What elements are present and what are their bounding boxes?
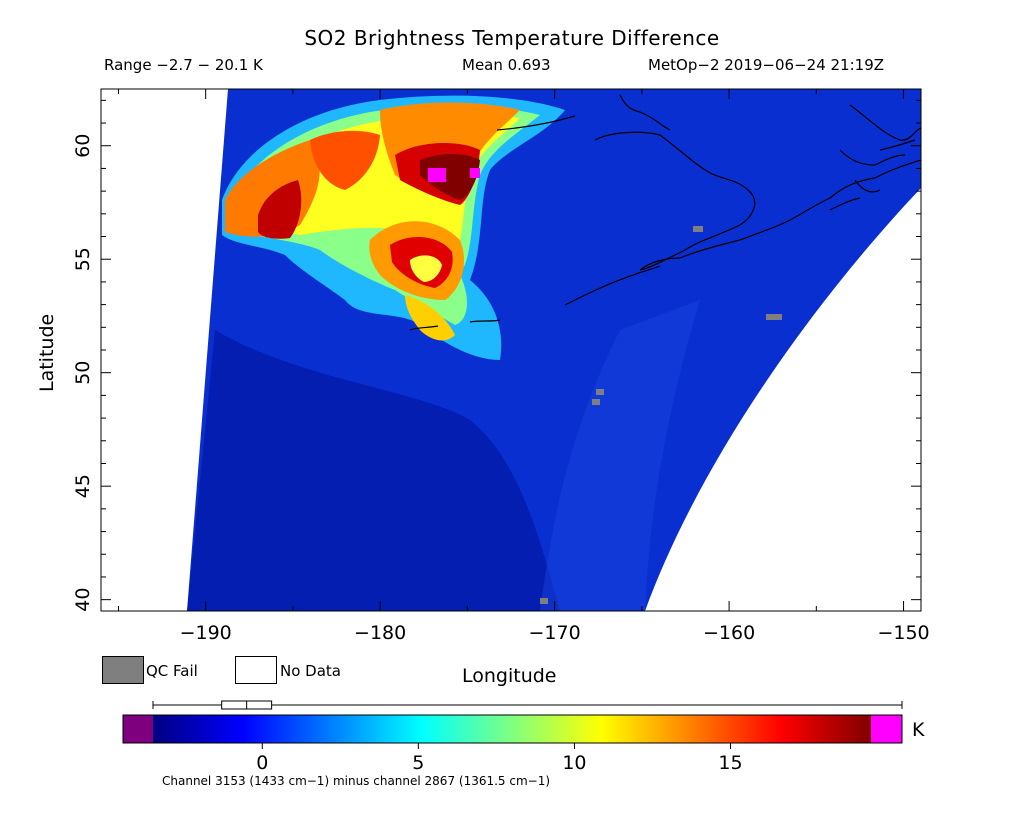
colorbar-tick-label: 0 xyxy=(256,752,268,774)
colorbar-frame xyxy=(122,714,903,744)
satellite-datetime-text: MetOp−2 2019−06−24 21:19Z xyxy=(648,56,885,74)
colorbar-tick-label: 5 xyxy=(412,752,424,774)
qc-fail-label: QC Fail xyxy=(146,662,198,680)
x-tick-label: −170 xyxy=(529,622,581,644)
coastlines xyxy=(409,94,921,331)
colorbar-tick-label: 15 xyxy=(718,752,742,774)
so2-plume xyxy=(222,95,565,361)
qc-fail-swatch xyxy=(102,656,144,684)
colorbar-unit: K xyxy=(912,719,925,741)
qc-fail-pixels xyxy=(540,226,782,604)
latitude-axis: 40 45 50 55 60 xyxy=(72,99,921,612)
x-tick-label: −190 xyxy=(180,622,232,644)
colorbar-underflow xyxy=(123,715,153,743)
x-tick-label: −180 xyxy=(354,622,406,644)
x-tick-label: −160 xyxy=(703,622,755,644)
y-tick-label: 50 xyxy=(72,361,94,385)
colorbar xyxy=(153,715,871,743)
no-data-label: No Data xyxy=(280,662,341,680)
y-tick-label: 40 xyxy=(72,588,94,612)
colorbar-overflow xyxy=(871,715,902,743)
mean-text: Mean 0.693 xyxy=(462,56,551,74)
chart-title: SO2 Brightness Temperature Difference xyxy=(304,26,720,50)
longitude-axis: −190 −180 −170 −160 −150 xyxy=(117,89,930,644)
y-tick-label: 45 xyxy=(72,474,94,498)
swath-dark-region xyxy=(187,330,560,611)
no-data-swatch xyxy=(235,656,277,684)
channel-footnote: Channel 3153 (1433 cm−1) minus channel 2… xyxy=(162,774,551,788)
x-tick-label: −150 xyxy=(877,622,929,644)
colorbar-ticks: 0 5 10 15 xyxy=(256,743,743,774)
swath-light-band xyxy=(540,300,700,611)
y-tick-label: 60 xyxy=(72,134,94,158)
range-text: Range −2.7 − 20.1 K xyxy=(104,56,263,74)
x-axis-label: Longitude xyxy=(462,665,557,687)
y-axis-label: Latitude xyxy=(36,313,58,392)
y-tick-label: 55 xyxy=(72,247,94,271)
colorbar-boxplot xyxy=(152,700,903,710)
colorbar-tick-label: 10 xyxy=(562,752,586,774)
